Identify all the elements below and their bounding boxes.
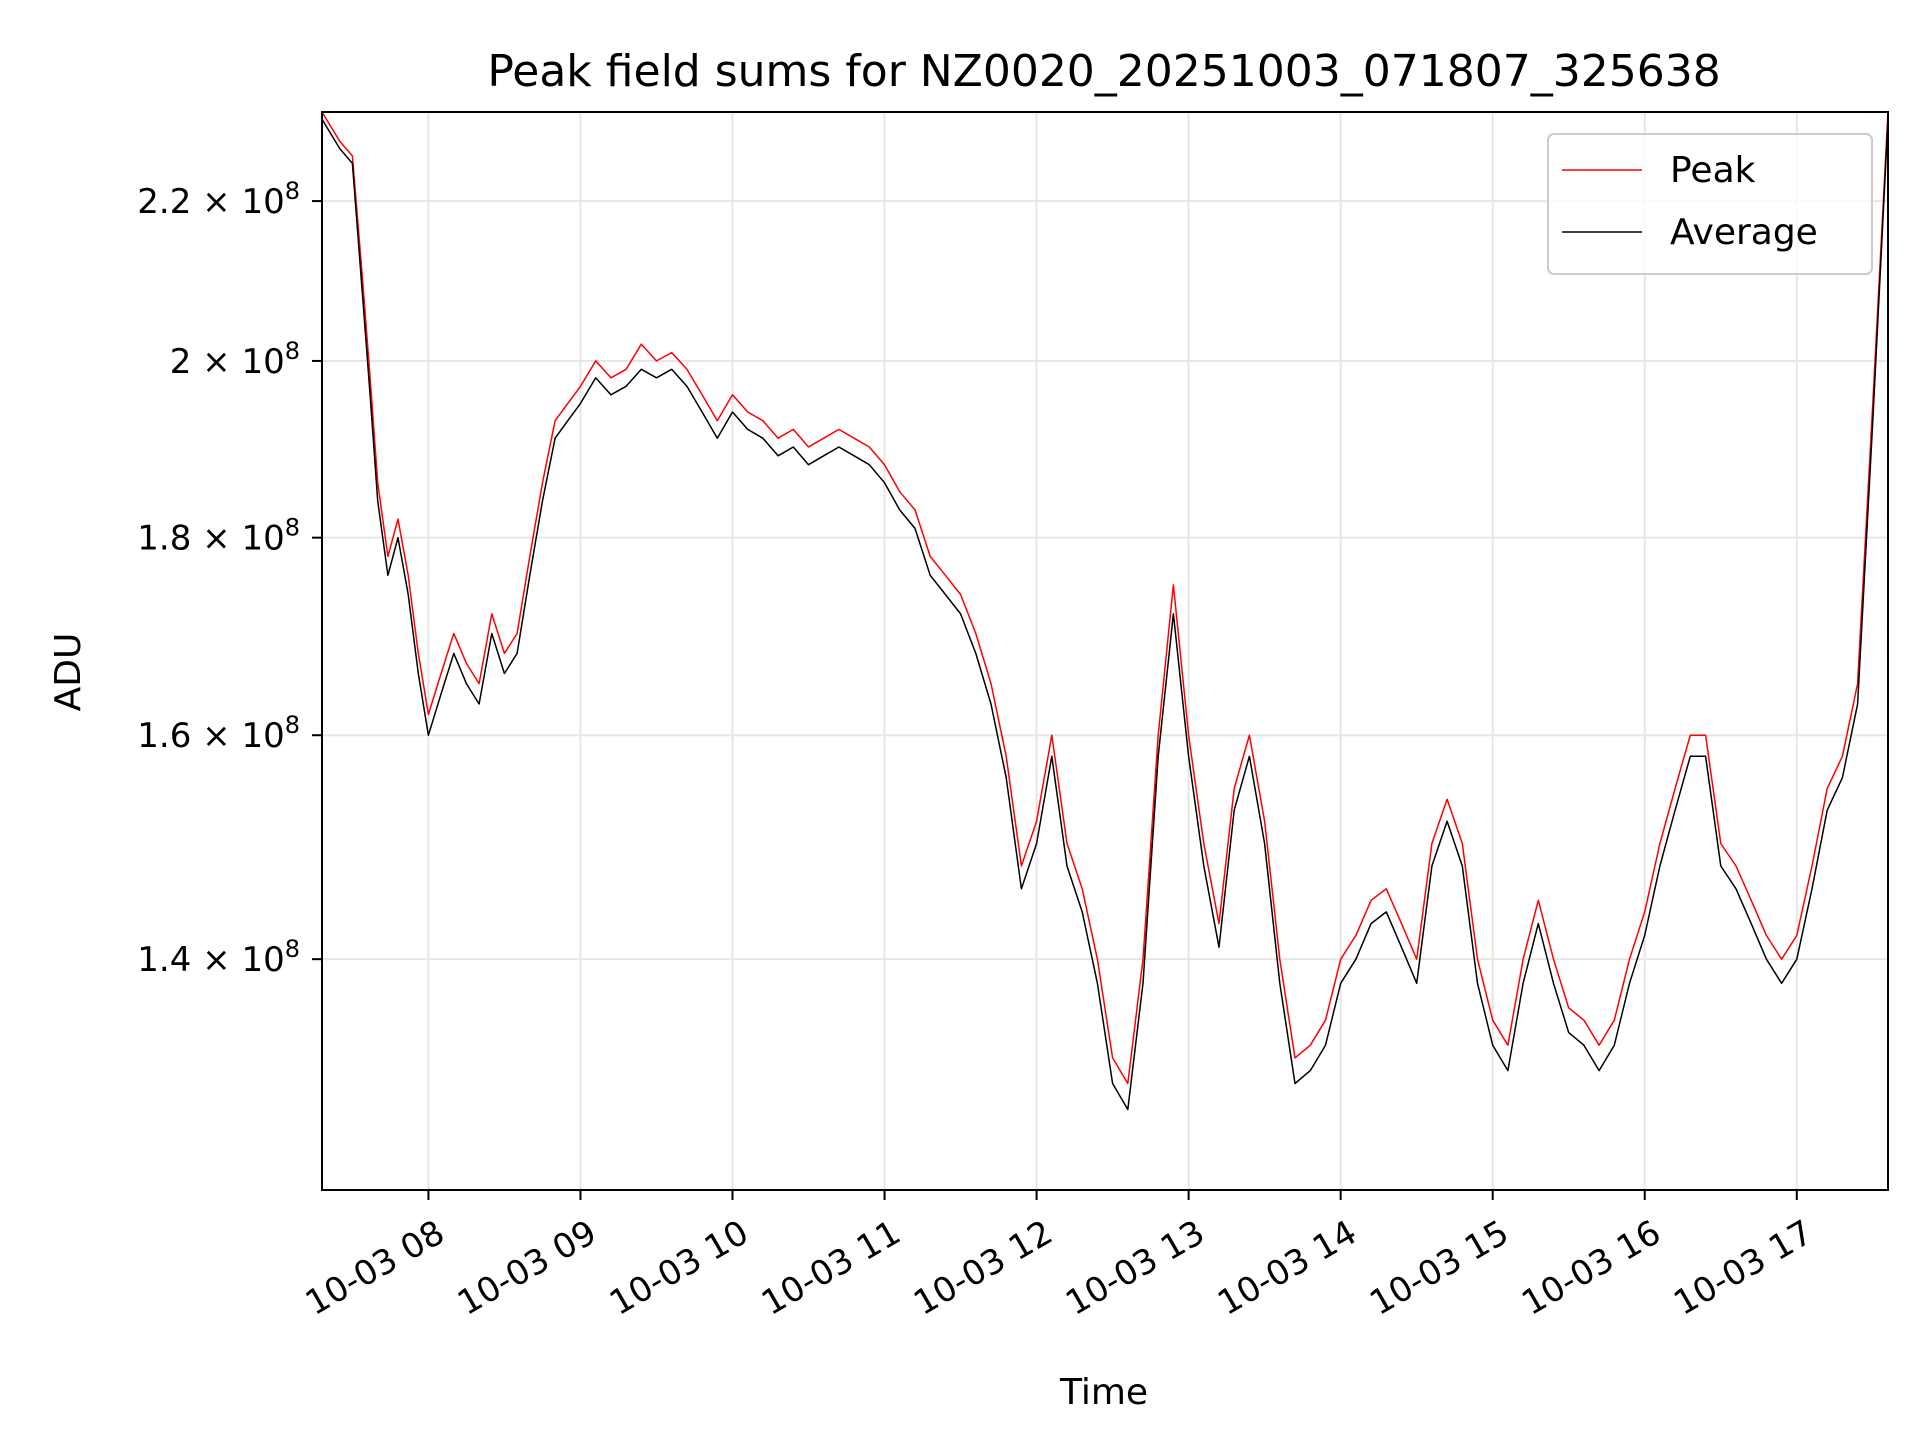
y-tick-label: 2.2 × 108 [137,177,300,222]
chart-title: Peak field sums for NZ0020_20251003_0718… [487,46,1720,97]
y-axis-label: ADU [48,633,89,712]
y-tick-label: 1.6 × 108 [137,711,300,756]
series-line-average [321,118,1889,1111]
legend-box [1547,133,1873,275]
series-lines [321,111,1889,1111]
legend-peak-label: Peak [1670,150,1756,191]
y-axis-ticks: 1.4 × 108 1.6 × 108 1.8 × 108 2 × 108 2.2 × … [137,177,322,980]
y-tick-label: 1.8 × 108 [137,514,300,559]
y-tick-label: 2 × 108 [170,337,300,382]
y-tick-label: 1.4 × 108 [137,935,300,980]
legend: Peak Average [1547,133,1873,275]
series-line-peak [321,111,1889,1085]
x-axis-label: Time [1059,1372,1148,1413]
plot-frame [321,111,1889,1191]
grid-lines [322,112,1888,1190]
legend-average-label: Average [1670,212,1818,253]
